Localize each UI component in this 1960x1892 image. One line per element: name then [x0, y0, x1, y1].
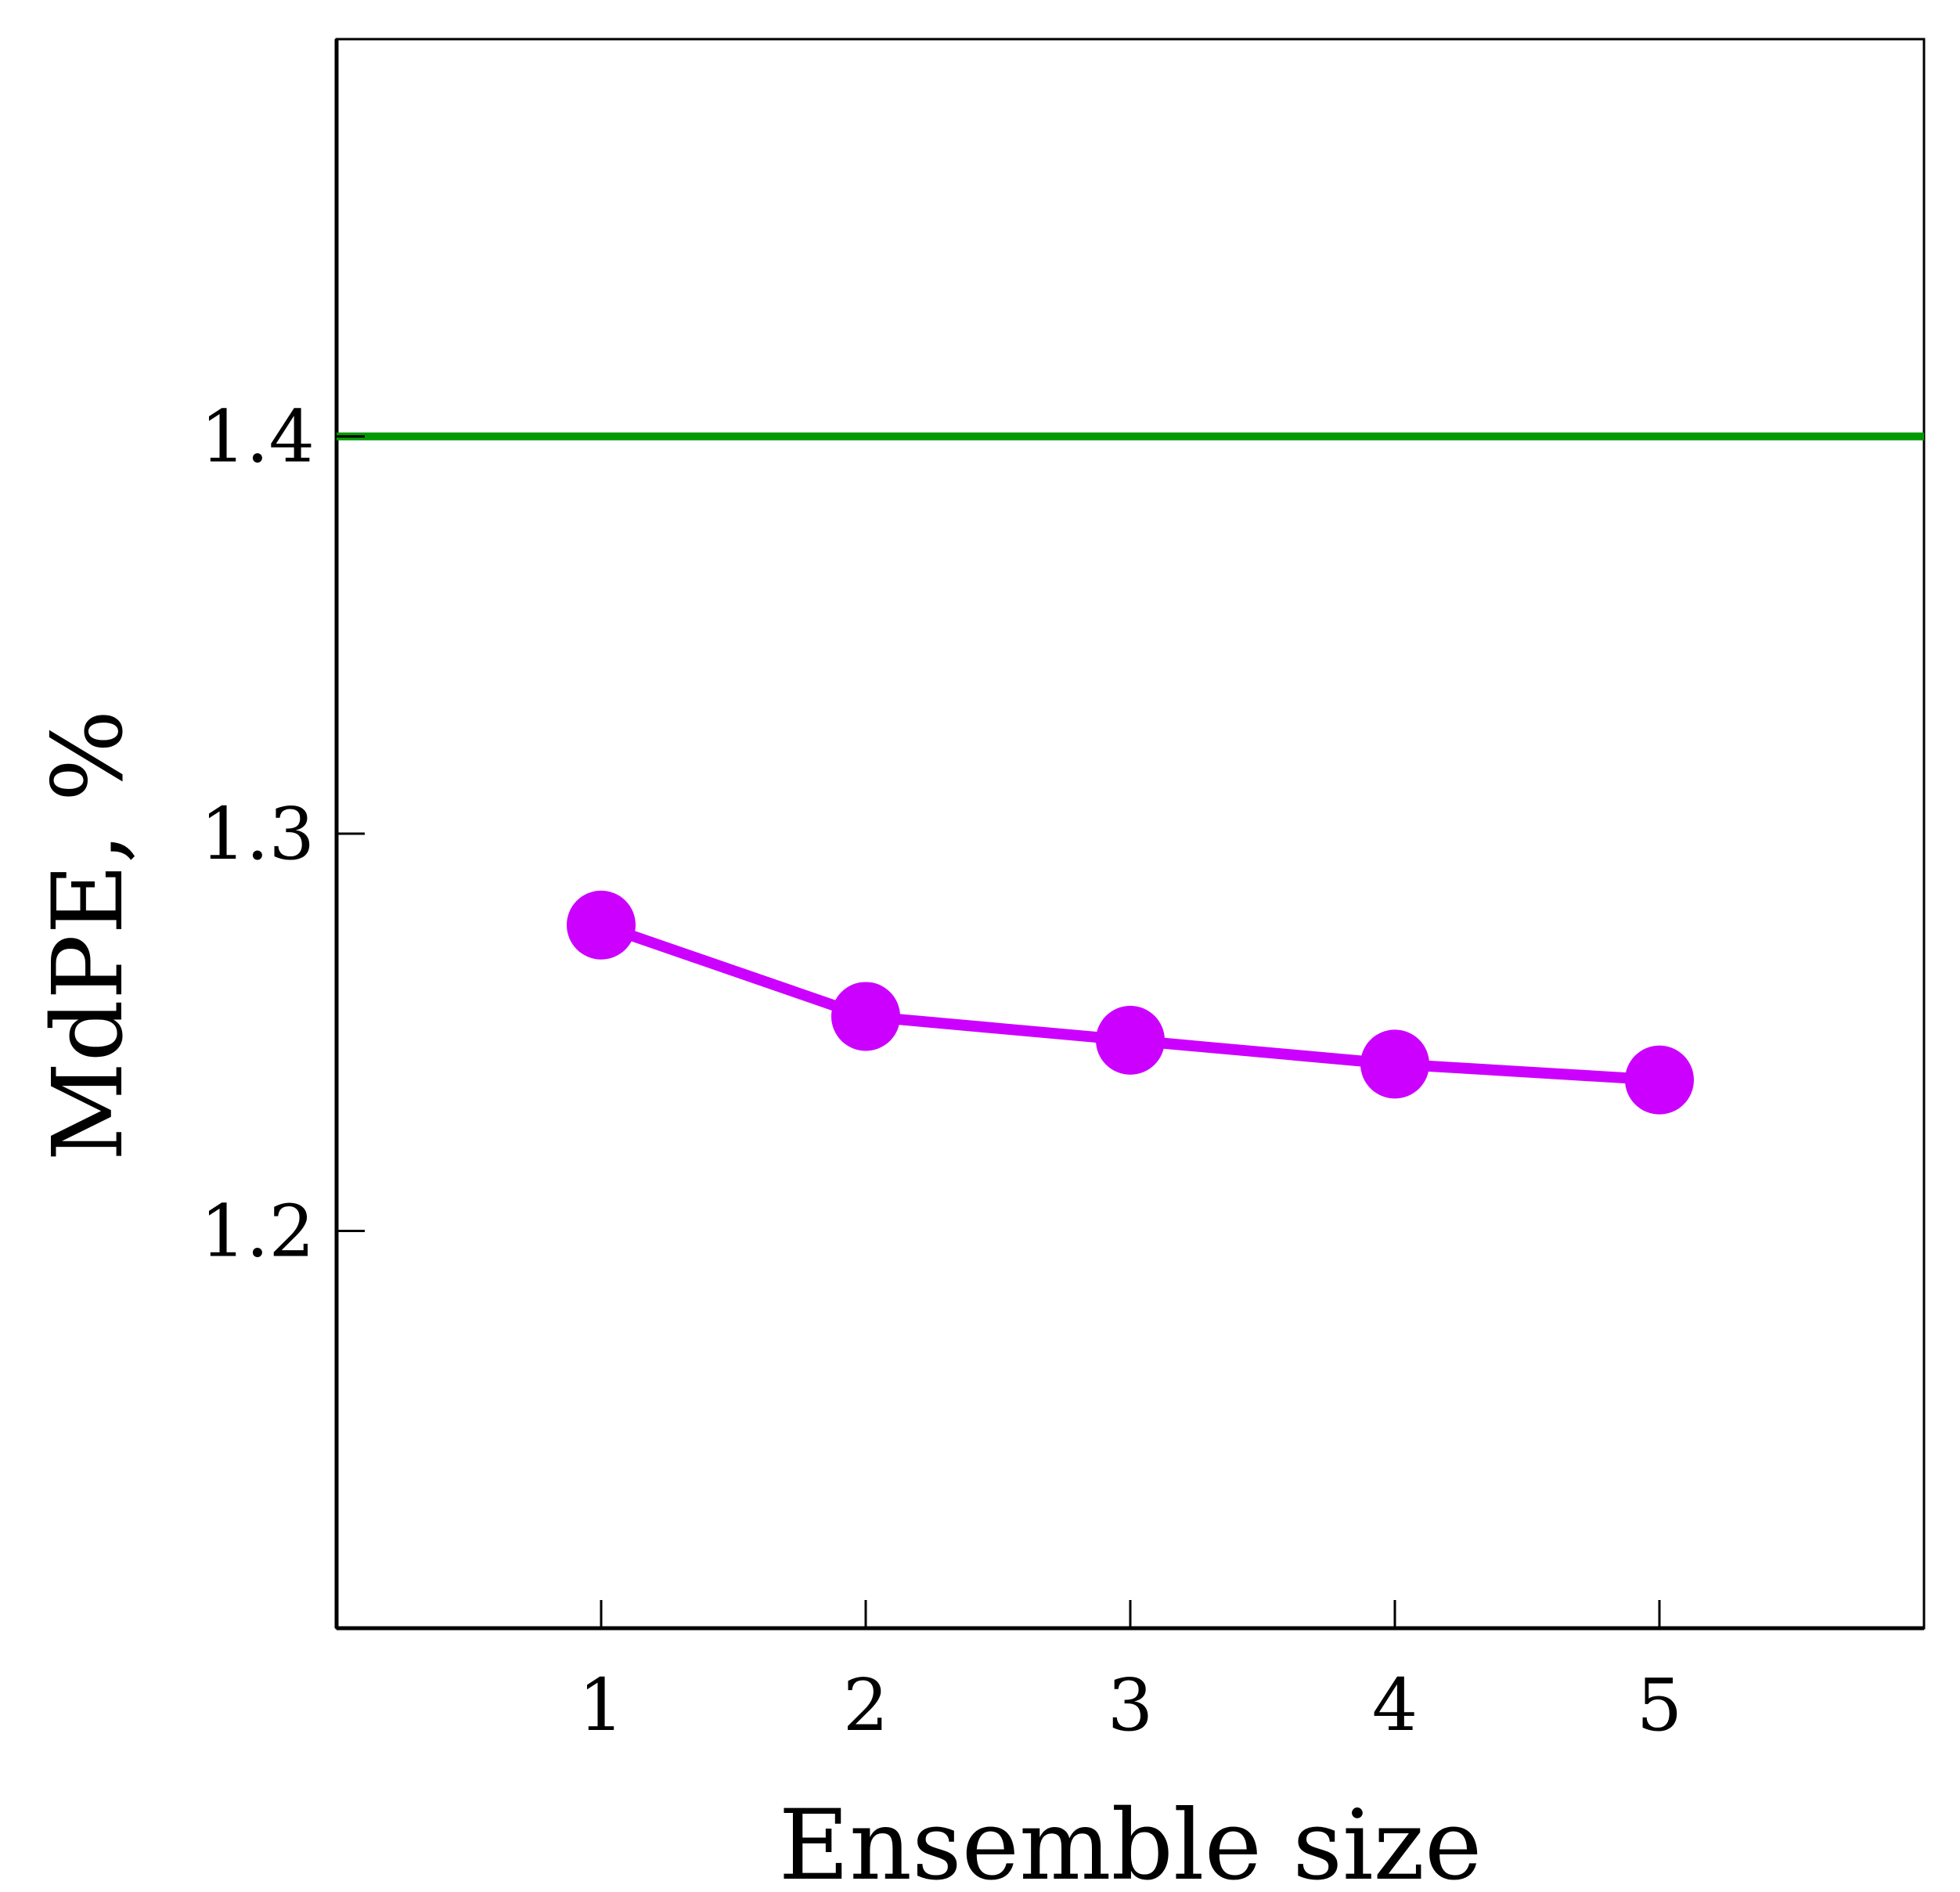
x-axis-ticks: 1 2 3 4 5: [578, 1600, 1683, 1747]
data-point: [831, 982, 900, 1051]
y-tick-label: 1.2: [200, 1190, 315, 1274]
y-axis-ticks: 1.2 1.3 1.4: [200, 395, 365, 1274]
x-tick-label: 1: [578, 1663, 625, 1747]
data-point: [1360, 1029, 1429, 1099]
x-tick-label: 2: [843, 1663, 889, 1747]
series-layer: [567, 890, 1694, 1115]
y-axis-label: MdPE, %: [32, 710, 145, 1162]
x-tick-label: 5: [1637, 1663, 1683, 1747]
data-point: [1096, 1005, 1165, 1075]
y-tick-label: 1.4: [200, 395, 315, 479]
x-tick-label: 4: [1372, 1663, 1418, 1747]
plot-frame: [334, 38, 1926, 1631]
x-axis-label: Ensemble size: [779, 1789, 1483, 1892]
x-tick-label: 3: [1108, 1663, 1154, 1747]
plot-border: [335, 38, 1926, 1630]
data-point: [567, 890, 636, 960]
data-point: [1625, 1045, 1694, 1115]
y-tick-label: 1.3: [200, 792, 315, 876]
